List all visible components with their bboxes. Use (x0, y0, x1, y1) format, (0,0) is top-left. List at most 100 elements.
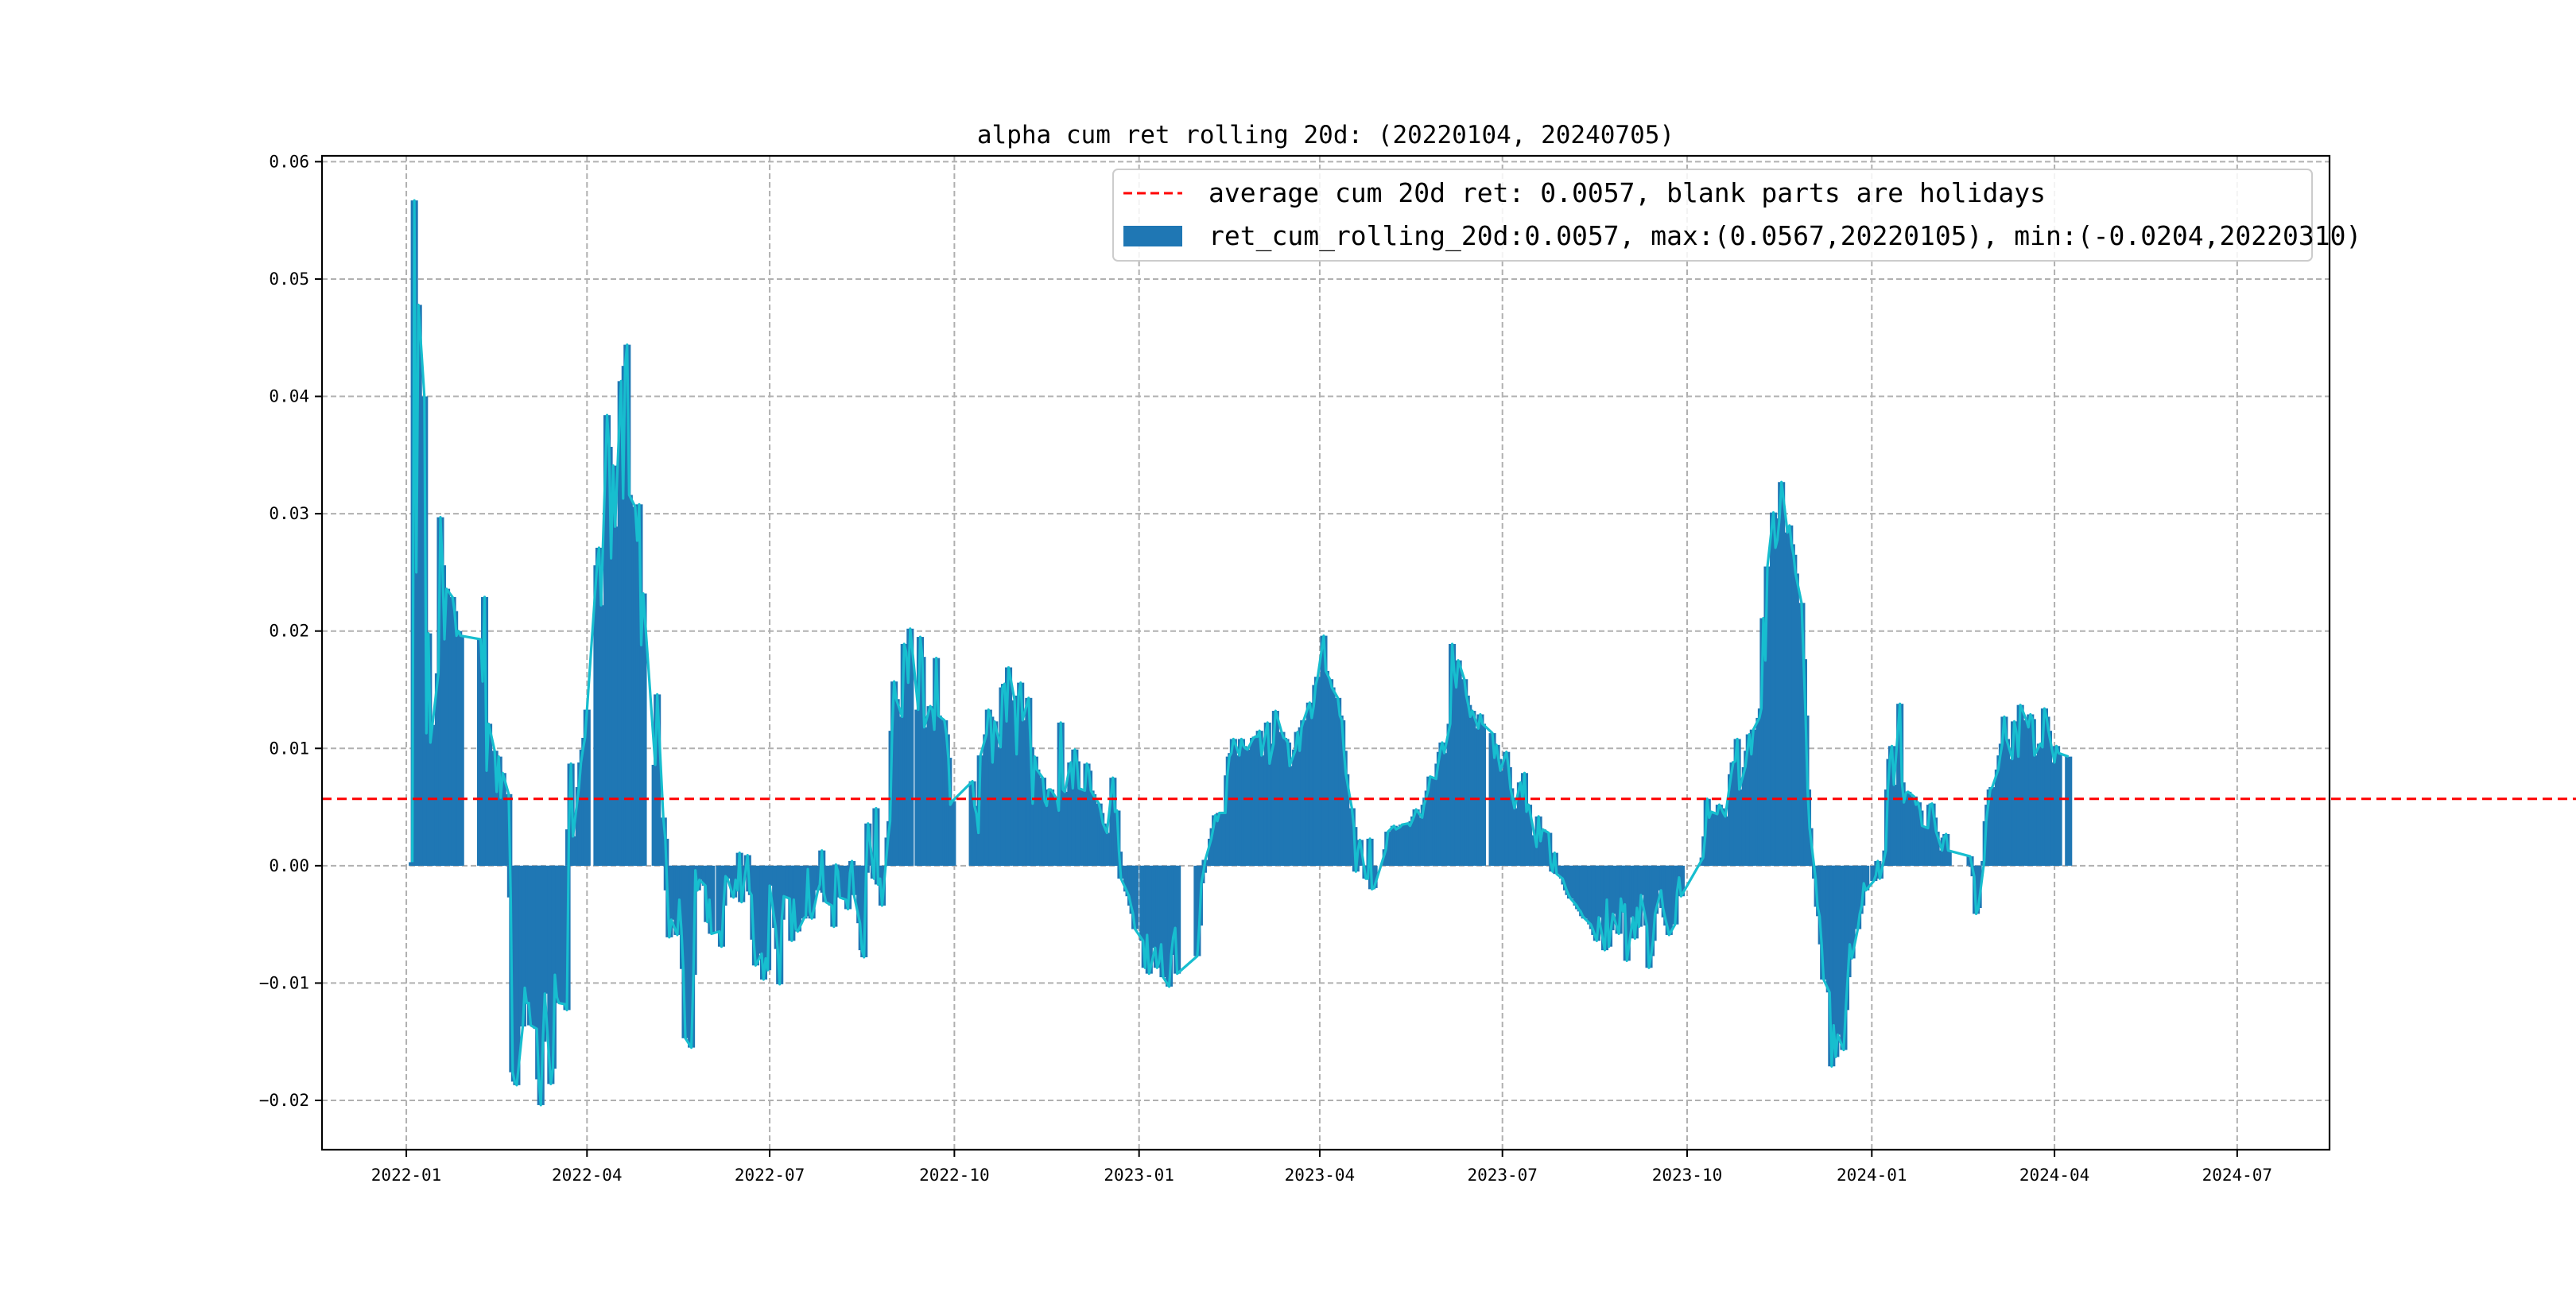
bar (1848, 865, 1856, 959)
bar (1328, 687, 1336, 866)
bar (1736, 789, 1744, 866)
bar (2031, 755, 2039, 866)
bar (1131, 865, 1139, 929)
bar (906, 628, 914, 866)
bar (499, 773, 506, 866)
x-tick-label: 2024-01 (1837, 1166, 1907, 1185)
bar (1300, 720, 1308, 866)
y-tick-label: 0.01 (269, 739, 309, 758)
legend-label-mean: average cum 20d ret: 0.0057, blank parts… (1208, 177, 2046, 208)
bar-series (409, 200, 2073, 1105)
x-tick-label: 2023-10 (1652, 1166, 1723, 1185)
bar (949, 801, 956, 866)
axes-frame (320, 154, 2331, 1151)
bar (696, 865, 704, 880)
bar (597, 605, 605, 866)
bar (1005, 667, 1013, 866)
bar (527, 865, 535, 1026)
bar (611, 526, 619, 866)
bar (1806, 828, 1814, 866)
bar (1412, 809, 1420, 866)
bar (1159, 865, 1167, 978)
x-tick-label: 2022-10 (919, 1166, 990, 1185)
x-tick-label: 2022-07 (735, 1166, 805, 1185)
y-axis: 0.06 0.05 0.04 0.03 0.02 0.01 0.00 −0.01 −0.02 (259, 152, 322, 1110)
bar (1635, 865, 1643, 927)
y-tick-label: −0.02 (259, 1091, 309, 1110)
bar (878, 865, 886, 906)
bar (1904, 791, 1912, 866)
x-tick-label: 2024-04 (2019, 1166, 2090, 1185)
bar (717, 865, 726, 947)
bar (1595, 865, 1603, 918)
bar (414, 305, 422, 866)
bar (991, 721, 999, 866)
bar (2054, 753, 2062, 866)
bar (788, 865, 796, 941)
bar (1271, 711, 1279, 866)
bar (1243, 749, 1251, 866)
bar (766, 865, 774, 886)
bar (934, 715, 942, 866)
bar (724, 865, 731, 879)
bar (1974, 865, 1982, 908)
bar (1113, 810, 1121, 866)
bar (1468, 711, 1476, 866)
x-tick-label: 2023-01 (1104, 1166, 1174, 1185)
bar (1791, 573, 1799, 866)
bar (1858, 865, 1866, 906)
bar (976, 755, 984, 866)
bar (1609, 865, 1617, 914)
bar (1671, 865, 1679, 925)
bar (1426, 776, 1434, 866)
bar (1061, 791, 1069, 866)
bar (776, 865, 784, 984)
x-tick-label: 2023-04 (1285, 1166, 1356, 1185)
bar (1018, 720, 1026, 866)
y-tick-label: 0.06 (269, 152, 309, 171)
y-tick-label: 0.00 (269, 856, 309, 875)
bar (1763, 566, 1771, 866)
bar (1803, 789, 1812, 866)
bar (443, 588, 451, 866)
bar (1511, 808, 1519, 866)
bar (1313, 677, 1321, 866)
x-tick-label: 2023-07 (1467, 1166, 1538, 1185)
series-line (411, 199, 2070, 1107)
bar (1089, 793, 1097, 866)
bar (708, 865, 716, 934)
bar (667, 865, 675, 920)
chart-title: alpha cum ret rolling 20d: (20220104, 20… (977, 121, 1674, 149)
bar (822, 865, 830, 902)
bar (1229, 739, 1237, 866)
bar (1944, 850, 1952, 866)
bar (1942, 834, 1950, 866)
bar (1918, 825, 1926, 866)
bar (1103, 832, 1111, 866)
bar (2065, 756, 2073, 866)
bar (1440, 753, 1449, 866)
bar (1721, 816, 1729, 866)
bar (1286, 766, 1294, 866)
y-tick-label: 0.02 (269, 622, 309, 641)
bar (1707, 811, 1715, 866)
bar (555, 865, 563, 1003)
bar (1478, 724, 1486, 866)
bar (793, 865, 801, 932)
bar (1145, 865, 1153, 974)
bar (1370, 865, 1378, 888)
bar (808, 865, 816, 919)
x-tick-label: 2022-01 (371, 1166, 442, 1185)
y-tick-label: 0.04 (269, 387, 309, 406)
bar (892, 699, 900, 866)
bar (1820, 865, 1828, 980)
bar (1833, 865, 1841, 1035)
y-tick-label: 0.05 (269, 270, 309, 289)
bar (1197, 865, 1205, 883)
bar (1673, 865, 1681, 892)
bar (1454, 660, 1462, 866)
bar (639, 593, 647, 866)
legend-label-bar-series: ret_cum_rolling_20d:0.0057, max:(0.0567,… (1208, 220, 2361, 252)
bar (1195, 865, 1203, 926)
